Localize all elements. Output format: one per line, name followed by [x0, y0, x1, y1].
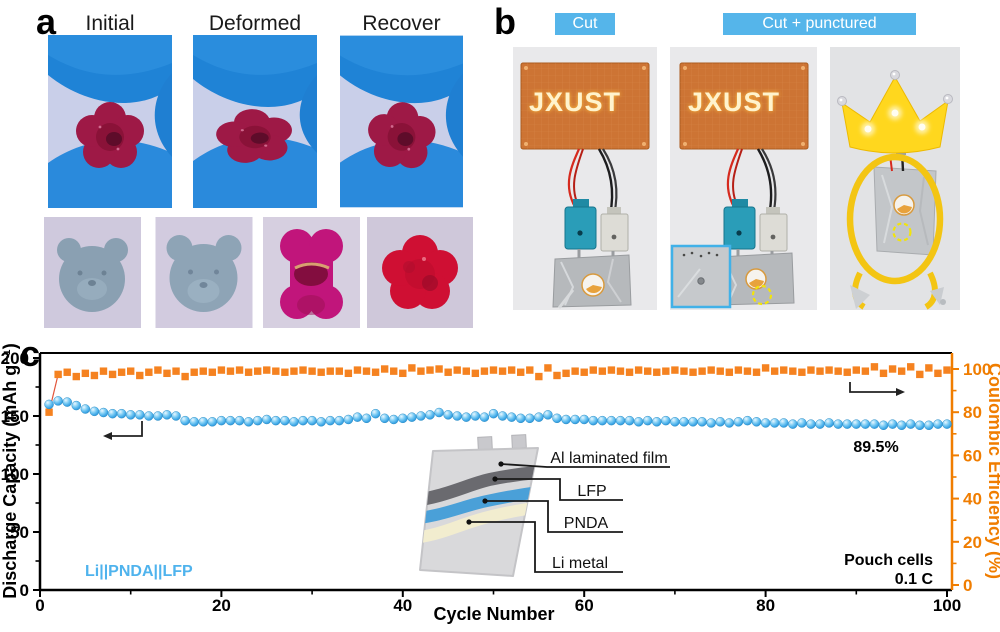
white-connector: [600, 207, 629, 252]
pcb-board: JXUST JXUST: [679, 62, 809, 150]
photo-crown-demo: [830, 47, 960, 310]
svg-text:20: 20: [963, 533, 982, 552]
panel-b-label: b: [494, 1, 516, 42]
cell-config-label: Li||PNDA||LFP: [85, 563, 193, 580]
pcb-board: JXUST JXUST: [520, 62, 650, 150]
puncture-highlight-circle: [892, 222, 912, 242]
flower-gel-deformed: [216, 109, 292, 163]
svg-text:60: 60: [575, 596, 594, 615]
pouch-cell: [552, 254, 632, 309]
svg-text:0: 0: [963, 576, 972, 595]
svg-text:80: 80: [756, 596, 775, 615]
crown: [837, 70, 953, 154]
caption-initial: Initial: [85, 12, 135, 35]
right-axis-title: Coulombic Efficiency (%): [985, 363, 1000, 579]
photo-recover: [340, 35, 463, 208]
panel-c-label: c: [20, 333, 41, 374]
svg-text:0: 0: [20, 581, 29, 600]
svg-text:80: 80: [963, 403, 982, 422]
inset-label-pnda: PNDA: [564, 515, 609, 532]
left-axis-title: Discharge Capacity (mAh g⁻¹): [0, 343, 20, 599]
chart-annotations: Li||PNDA||LFP 89.5% Pouch cells 0.1 C Di…: [0, 343, 1000, 624]
caption-deformed: Deformed: [208, 12, 302, 35]
inset-leader-lines: [469, 463, 670, 573]
puncture-inset: [670, 244, 732, 309]
retention-label: 89.5%: [853, 439, 898, 456]
photo-gummy-bear-1: [44, 217, 141, 328]
puncture-highlight-circle: [751, 284, 773, 306]
blue-connector: [564, 199, 597, 250]
white-connector: [759, 207, 788, 252]
svg-text:100: 100: [963, 360, 991, 379]
svg-text:100: 100: [1, 465, 29, 484]
photo-initial: [48, 35, 172, 208]
badge-cut: Cut: [555, 13, 615, 35]
puncture-hole: [697, 277, 705, 285]
inset-label-lfp: LFP: [577, 483, 606, 500]
svg-text:150: 150: [1, 407, 29, 426]
left-axis-pointer-arrow: [103, 421, 143, 440]
right-axis-pointer-arrow: [849, 382, 905, 396]
svg-text:50: 50: [10, 523, 29, 542]
pouch-cells-note: Pouch cells: [844, 552, 933, 569]
svg-text:40: 40: [963, 490, 982, 509]
pouch-cell-inset-diagram: Al laminated film LFP PNDA Li metal: [419, 434, 670, 577]
flower-gel: [76, 102, 144, 168]
jxust-led-text: JXUST: [688, 87, 780, 117]
cycling-performance-chart: 0 20 40 60 80 100 0 50 100 150 200 0 20 40 60 80 100: [0, 330, 1000, 632]
svg-text:40: 40: [393, 596, 412, 615]
chart-data-points: [44, 363, 952, 431]
photo-deformed: [193, 35, 317, 208]
svg-text:200: 200: [1, 349, 29, 368]
jxust-led-glow: JXUST: [688, 87, 780, 117]
foil-scrap: [850, 285, 870, 309]
crown-leds: [861, 106, 929, 136]
x-axis-title: Cycle Number: [433, 604, 554, 624]
flower-gel-recovered: [368, 102, 436, 169]
panel-a-label: a: [36, 1, 57, 42]
badge-cut-punctured: Cut + punctured: [723, 13, 916, 35]
pouch-cell: [873, 143, 937, 256]
blue-connector: [723, 199, 756, 250]
svg-text:0: 0: [35, 596, 44, 615]
c-rate-note: 0.1 C: [895, 571, 934, 588]
svg-text:100: 100: [933, 596, 961, 615]
photo-gummy-flower: [367, 217, 473, 328]
jxust-led-glow: JXUST: [529, 87, 621, 117]
svg-text:60: 60: [963, 446, 982, 465]
photo-cut: JXUST JXUST: [513, 47, 657, 310]
layer-lfp: [420, 465, 538, 509]
screw: [940, 299, 946, 305]
jxust-led-text: JXUST: [529, 87, 621, 117]
inset-label-li-metal: Li metal: [552, 555, 608, 572]
caption-recover: Recover: [362, 12, 441, 35]
photo-cut-punctured: JXUST JXUST: [670, 47, 817, 310]
inset-label-al-film: Al laminated film: [550, 450, 667, 467]
photo-gummy-bone: [263, 217, 360, 328]
svg-text:20: 20: [212, 596, 231, 615]
photo-gummy-bear-2: [155, 217, 253, 328]
